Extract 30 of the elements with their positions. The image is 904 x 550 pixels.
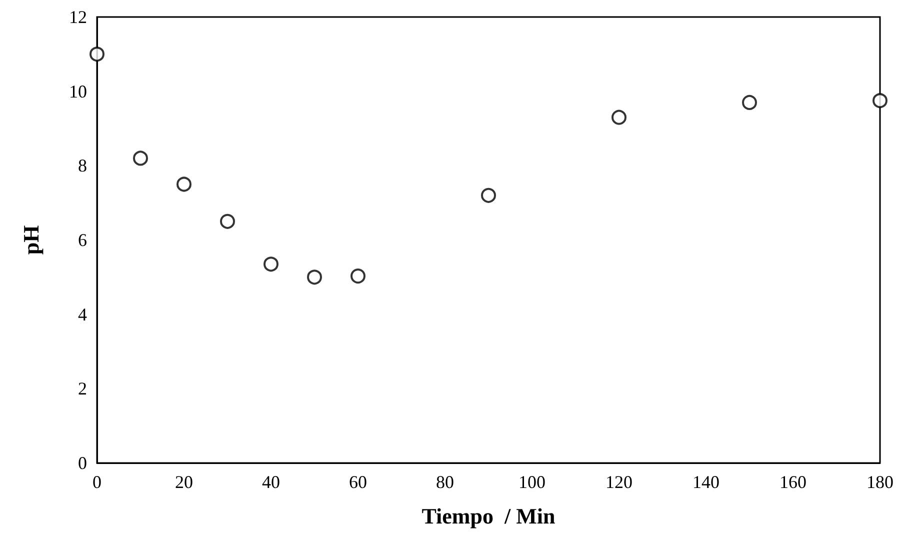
point	[220, 214, 235, 229]
x-tick-label: 160	[780, 472, 806, 492]
x-tick-label: 120	[606, 472, 632, 492]
point	[264, 256, 278, 272]
point	[350, 268, 366, 284]
y-tick-label: 10	[69, 81, 87, 102]
y-tick-label: 8	[78, 156, 87, 176]
y-tick-label: 6	[78, 230, 87, 250]
y-tick-label: 2	[78, 378, 87, 399]
x-tick-label: 40	[262, 472, 280, 492]
point	[307, 270, 322, 285]
point	[90, 46, 104, 62]
point	[133, 150, 148, 166]
point	[176, 176, 192, 192]
x-tick-label: 140	[692, 472, 720, 492]
x-tick-label: 180	[866, 472, 894, 492]
x-axis-title: Tiempo / Min	[422, 504, 556, 528]
point	[742, 94, 757, 110]
x-tick-label: 20	[175, 472, 193, 492]
point	[872, 93, 888, 108]
y-axis-title: pH	[18, 225, 44, 255]
point	[612, 110, 626, 125]
point	[481, 188, 496, 203]
x-tick-label: 80	[436, 472, 454, 492]
y-tick-label: 4	[78, 304, 87, 324]
x-tick-label: 0	[92, 472, 102, 492]
y-tick-label: 0	[78, 453, 87, 473]
x-tick-label: 60	[349, 472, 367, 492]
x-tick-label: 100	[518, 472, 546, 492]
y-tick-label: 12	[69, 7, 87, 27]
